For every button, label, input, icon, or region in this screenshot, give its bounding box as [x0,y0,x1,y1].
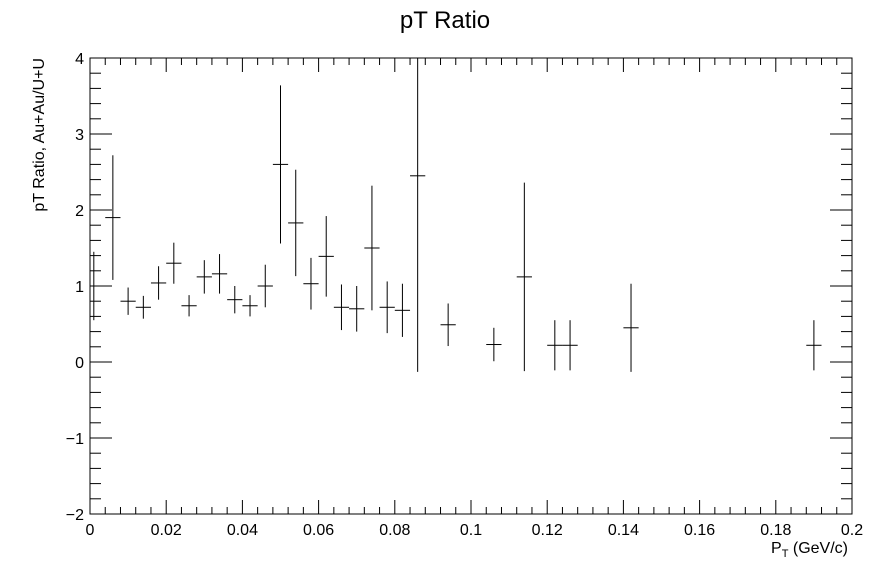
y-tick-label: 4 [75,51,84,68]
x-axis: 0 0.02 0.04 0.06 0.08 0.1 0.12 0.14 0.16 0.18 0.2 [86,58,863,539]
data-point [547,320,563,371]
y-axis-title: pT Ratio, Au+Au/U+U [31,58,48,212]
x-tick-label: 0.18 [760,522,791,539]
x-tick-label: 0 [86,522,95,539]
x-tick-label: 0.12 [532,522,563,539]
data-point [303,257,319,310]
data-point [272,85,289,244]
x-tick-label: 0.02 [151,522,182,539]
x-axis-title-rest: (GeV/c) [788,540,848,557]
data-point [318,216,334,297]
data-point [364,185,380,311]
data-point [349,286,365,332]
x-axis-title-main: P [771,540,782,557]
data-point [516,182,532,372]
data-point [211,254,228,294]
data-point [105,155,121,280]
y-axis: −2 −1 0 1 2 3 4 [66,51,852,524]
data-point [562,320,578,371]
data-points [90,58,822,372]
data-point [440,303,456,347]
x-tick-label: 0.06 [303,522,334,539]
data-point [379,281,395,334]
data-point [288,169,304,277]
y-tick-label: 1 [75,279,84,296]
y-tick-label: −2 [66,507,84,524]
data-point [806,320,822,371]
x-tick-label: 0.14 [608,522,639,539]
data-point [257,264,273,308]
x-axis-title-sub: T [782,548,789,560]
data-point [486,327,502,362]
y-tick-label: −1 [66,431,84,448]
x-tick-label: 0.04 [227,522,258,539]
x-tick-label: 0.16 [684,522,715,539]
data-point [333,284,350,331]
x-tick-label: 0.1 [460,522,482,539]
data-point [196,260,212,294]
data-point [242,295,258,317]
data-point [135,295,151,319]
data-point [120,287,136,315]
data-point [394,283,411,337]
data-point [623,283,639,372]
data-point [410,58,426,372]
chart-title: pT Ratio [400,7,490,34]
y-tick-label: 0 [75,355,84,372]
data-point [166,242,182,284]
data-point [227,286,243,314]
x-tick-label: 0.08 [379,522,410,539]
x-tick-label: 0.2 [841,522,863,539]
data-point [181,295,197,317]
y-tick-label: 2 [75,203,84,220]
x-axis-title: PT (GeV/c) [771,540,848,560]
data-point [150,266,167,300]
y-tick-label: 3 [75,127,84,144]
data-point [90,251,102,321]
